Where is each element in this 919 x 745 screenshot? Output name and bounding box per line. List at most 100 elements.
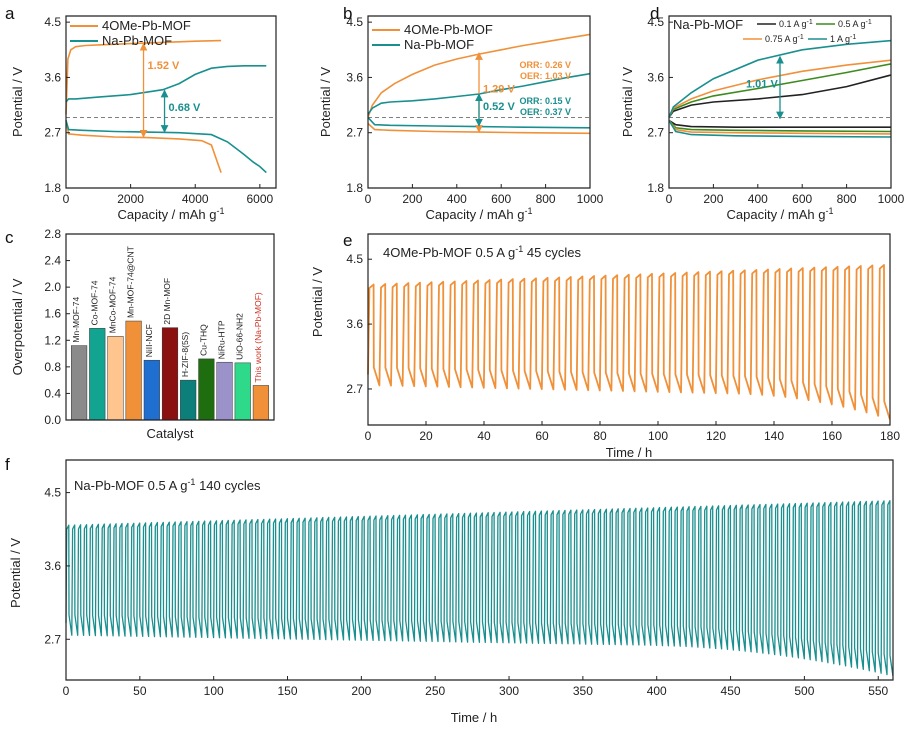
- legend-na-a: Na-Pb-MOF: [102, 33, 172, 48]
- y-tick-label: 4.5: [44, 15, 61, 29]
- cycling-trace: [65, 500, 894, 676]
- legend-4ome-b: 4OMe-Pb-MOF: [404, 22, 493, 37]
- bar-category-label: H-ZIF-8(5S): [180, 332, 190, 378]
- panel-e-annotation: 4OMe-Pb-MOF 0.5 A g-1 45 cycles: [383, 244, 582, 260]
- legend-075: 0.75 A g-1: [765, 34, 804, 44]
- panel-f-ticks: 0 50 100 150 200 250 300 350 400 450 500 550 2.7 3.6 4…: [44, 486, 888, 698]
- panel-d-title: Na-Pb-MOF: [673, 17, 743, 32]
- annotation-label: 1.52 V: [148, 60, 180, 72]
- panel-e-ticks: 0 20 40 60 80 100 120 140 160 180 2.7 3.6 4.5: [346, 252, 900, 443]
- x-tick-label: 0: [63, 192, 70, 206]
- series-line: [65, 120, 222, 173]
- series-line: [668, 119, 892, 133]
- x-tick-label: 160: [822, 429, 842, 443]
- panel-label-f: f: [5, 455, 10, 474]
- bar-category-label: UiO-66-NH2: [235, 313, 245, 360]
- panel-c-ticks: 0.0 0.4 0.8 1.2 1.6 2.0 2.4 2.8: [44, 227, 70, 427]
- bar: [107, 336, 124, 421]
- panel-c-ylabel: Overpotential / V: [10, 278, 25, 375]
- x-tick-label: 600: [491, 192, 511, 206]
- y-tick-label: 3.6: [44, 70, 61, 84]
- panel-b-xlabel: Capacity / mAh g-1: [425, 206, 532, 222]
- series-line: [367, 72, 591, 115]
- bar-category-label: This work (Na-Pb-MOF): [253, 292, 263, 382]
- bar: [161, 327, 179, 421]
- legend-na-b: Na-Pb-MOF: [404, 37, 474, 52]
- panel-d: d 1.01 V 0 200 400 600 800 1000 1.8 2.7 3.6 4.5 C…: [620, 4, 905, 222]
- note-label: OER: 1.03 V: [520, 71, 571, 81]
- panel-a-plot: 1.52 V 0.68 V: [65, 39, 276, 174]
- series-line: [668, 74, 892, 118]
- bar: [89, 328, 106, 421]
- bar: [234, 362, 251, 421]
- y-tick-label: 2.4: [44, 254, 61, 268]
- bar: [198, 358, 215, 421]
- panel-label-c: c: [5, 228, 14, 247]
- bar: [71, 345, 88, 421]
- bar-category-label: Mn-MOF-74: [71, 297, 81, 343]
- y-tick-label: 3.6: [647, 70, 664, 84]
- panel-d-ylabel: Potential / V: [620, 67, 635, 137]
- panel-f-annotation: Na-Pb-MOF 0.5 A g-1 140 cycles: [74, 477, 261, 493]
- x-tick-label: 50: [133, 684, 147, 698]
- series-line: [367, 33, 591, 118]
- x-tick-label: 250: [425, 684, 445, 698]
- legend-1: 1 A g-1: [830, 34, 856, 44]
- panel-e-plot: [367, 264, 891, 420]
- y-tick-label: 1.8: [44, 181, 61, 195]
- series-line: [668, 59, 892, 118]
- panel-c: c Mn-MOF-74 Co-MOF-74 MnCo-MOF-74 Mn-MOF-74…: [5, 227, 275, 441]
- note-label: ORR: 0.15 V: [519, 96, 571, 106]
- panel-e-xlabel: Time / h: [606, 445, 652, 460]
- bar: [180, 379, 197, 421]
- y-tick-label: 1.2: [44, 333, 61, 347]
- x-tick-label: 500: [794, 684, 814, 698]
- x-tick-label: 200: [703, 192, 723, 206]
- x-tick-label: 180: [880, 429, 900, 443]
- x-tick-label: 0: [666, 192, 673, 206]
- panel-e: e 0 20 40 60 80 100 120 140 160 180 2.7 3.6 4.5 Time…: [310, 231, 900, 460]
- bar-category-label: Co-MOF-74: [89, 280, 99, 325]
- panel-d-xlabel: Capacity / mAh g-1: [726, 206, 833, 222]
- panel-f: f 0 50 100 150 200 250 300 350 400 450 500 550 2.7 3.…: [5, 455, 894, 725]
- x-tick-label: 6000: [246, 192, 273, 206]
- y-tick-label: 0.0: [44, 413, 61, 427]
- note-label: OER: 0.37 V: [520, 107, 571, 117]
- x-tick-label: 140: [764, 429, 784, 443]
- series-line: [367, 122, 591, 135]
- bar: [216, 361, 233, 421]
- x-tick-label: 200: [402, 192, 422, 206]
- y-tick-label: 2.7: [346, 126, 363, 140]
- panel-f-frame: [65, 459, 894, 681]
- panel-a-ticks: 0 2000 4000 6000 1.8 2.7 3.6 4.5: [44, 15, 273, 206]
- y-tick-label: 2.7: [647, 126, 664, 140]
- panel-f-plot: [65, 500, 894, 676]
- annotation-label: 0.68 V: [169, 102, 201, 114]
- x-tick-label: 0: [365, 192, 372, 206]
- panel-b-ticks: 0 200 400 600 800 1000 1.8 2.7 3.6 4.5: [346, 15, 603, 206]
- x-tick-label: 550: [868, 684, 888, 698]
- series-line: [668, 119, 892, 135]
- panel-a-frame: [65, 15, 277, 189]
- x-tick-label: 100: [648, 429, 668, 443]
- panel-label-b: b: [343, 4, 352, 23]
- panel-d-plot: 1.01 V: [668, 39, 892, 138]
- y-tick-label: 2.0: [44, 280, 61, 294]
- y-tick-label: 4.5: [346, 252, 363, 266]
- bar: [125, 320, 142, 421]
- x-tick-label: 0: [365, 429, 372, 443]
- y-tick-label: 4.5: [346, 15, 363, 29]
- y-tick-label: 2.7: [44, 632, 61, 646]
- panel-c-plot: Mn-MOF-74 Co-MOF-74 MnCo-MOF-74 Mn-MOF-74@C…: [71, 246, 269, 421]
- x-tick-label: 150: [278, 684, 298, 698]
- y-tick-label: 1.6: [44, 307, 61, 321]
- cycling-trace: [367, 264, 891, 420]
- panel-b-ylabel: Potential / V: [318, 67, 333, 137]
- x-tick-label: 450: [721, 684, 741, 698]
- x-tick-label: 400: [447, 192, 467, 206]
- annotation-label: 1.01 V: [746, 79, 778, 91]
- y-tick-label: 2.7: [44, 126, 61, 140]
- y-tick-label: 2.8: [44, 227, 61, 241]
- panel-a: a 1.52 V 0.68 V 0 2000 4000 6000 1.8 2.7 3.6 4.5…: [5, 4, 277, 222]
